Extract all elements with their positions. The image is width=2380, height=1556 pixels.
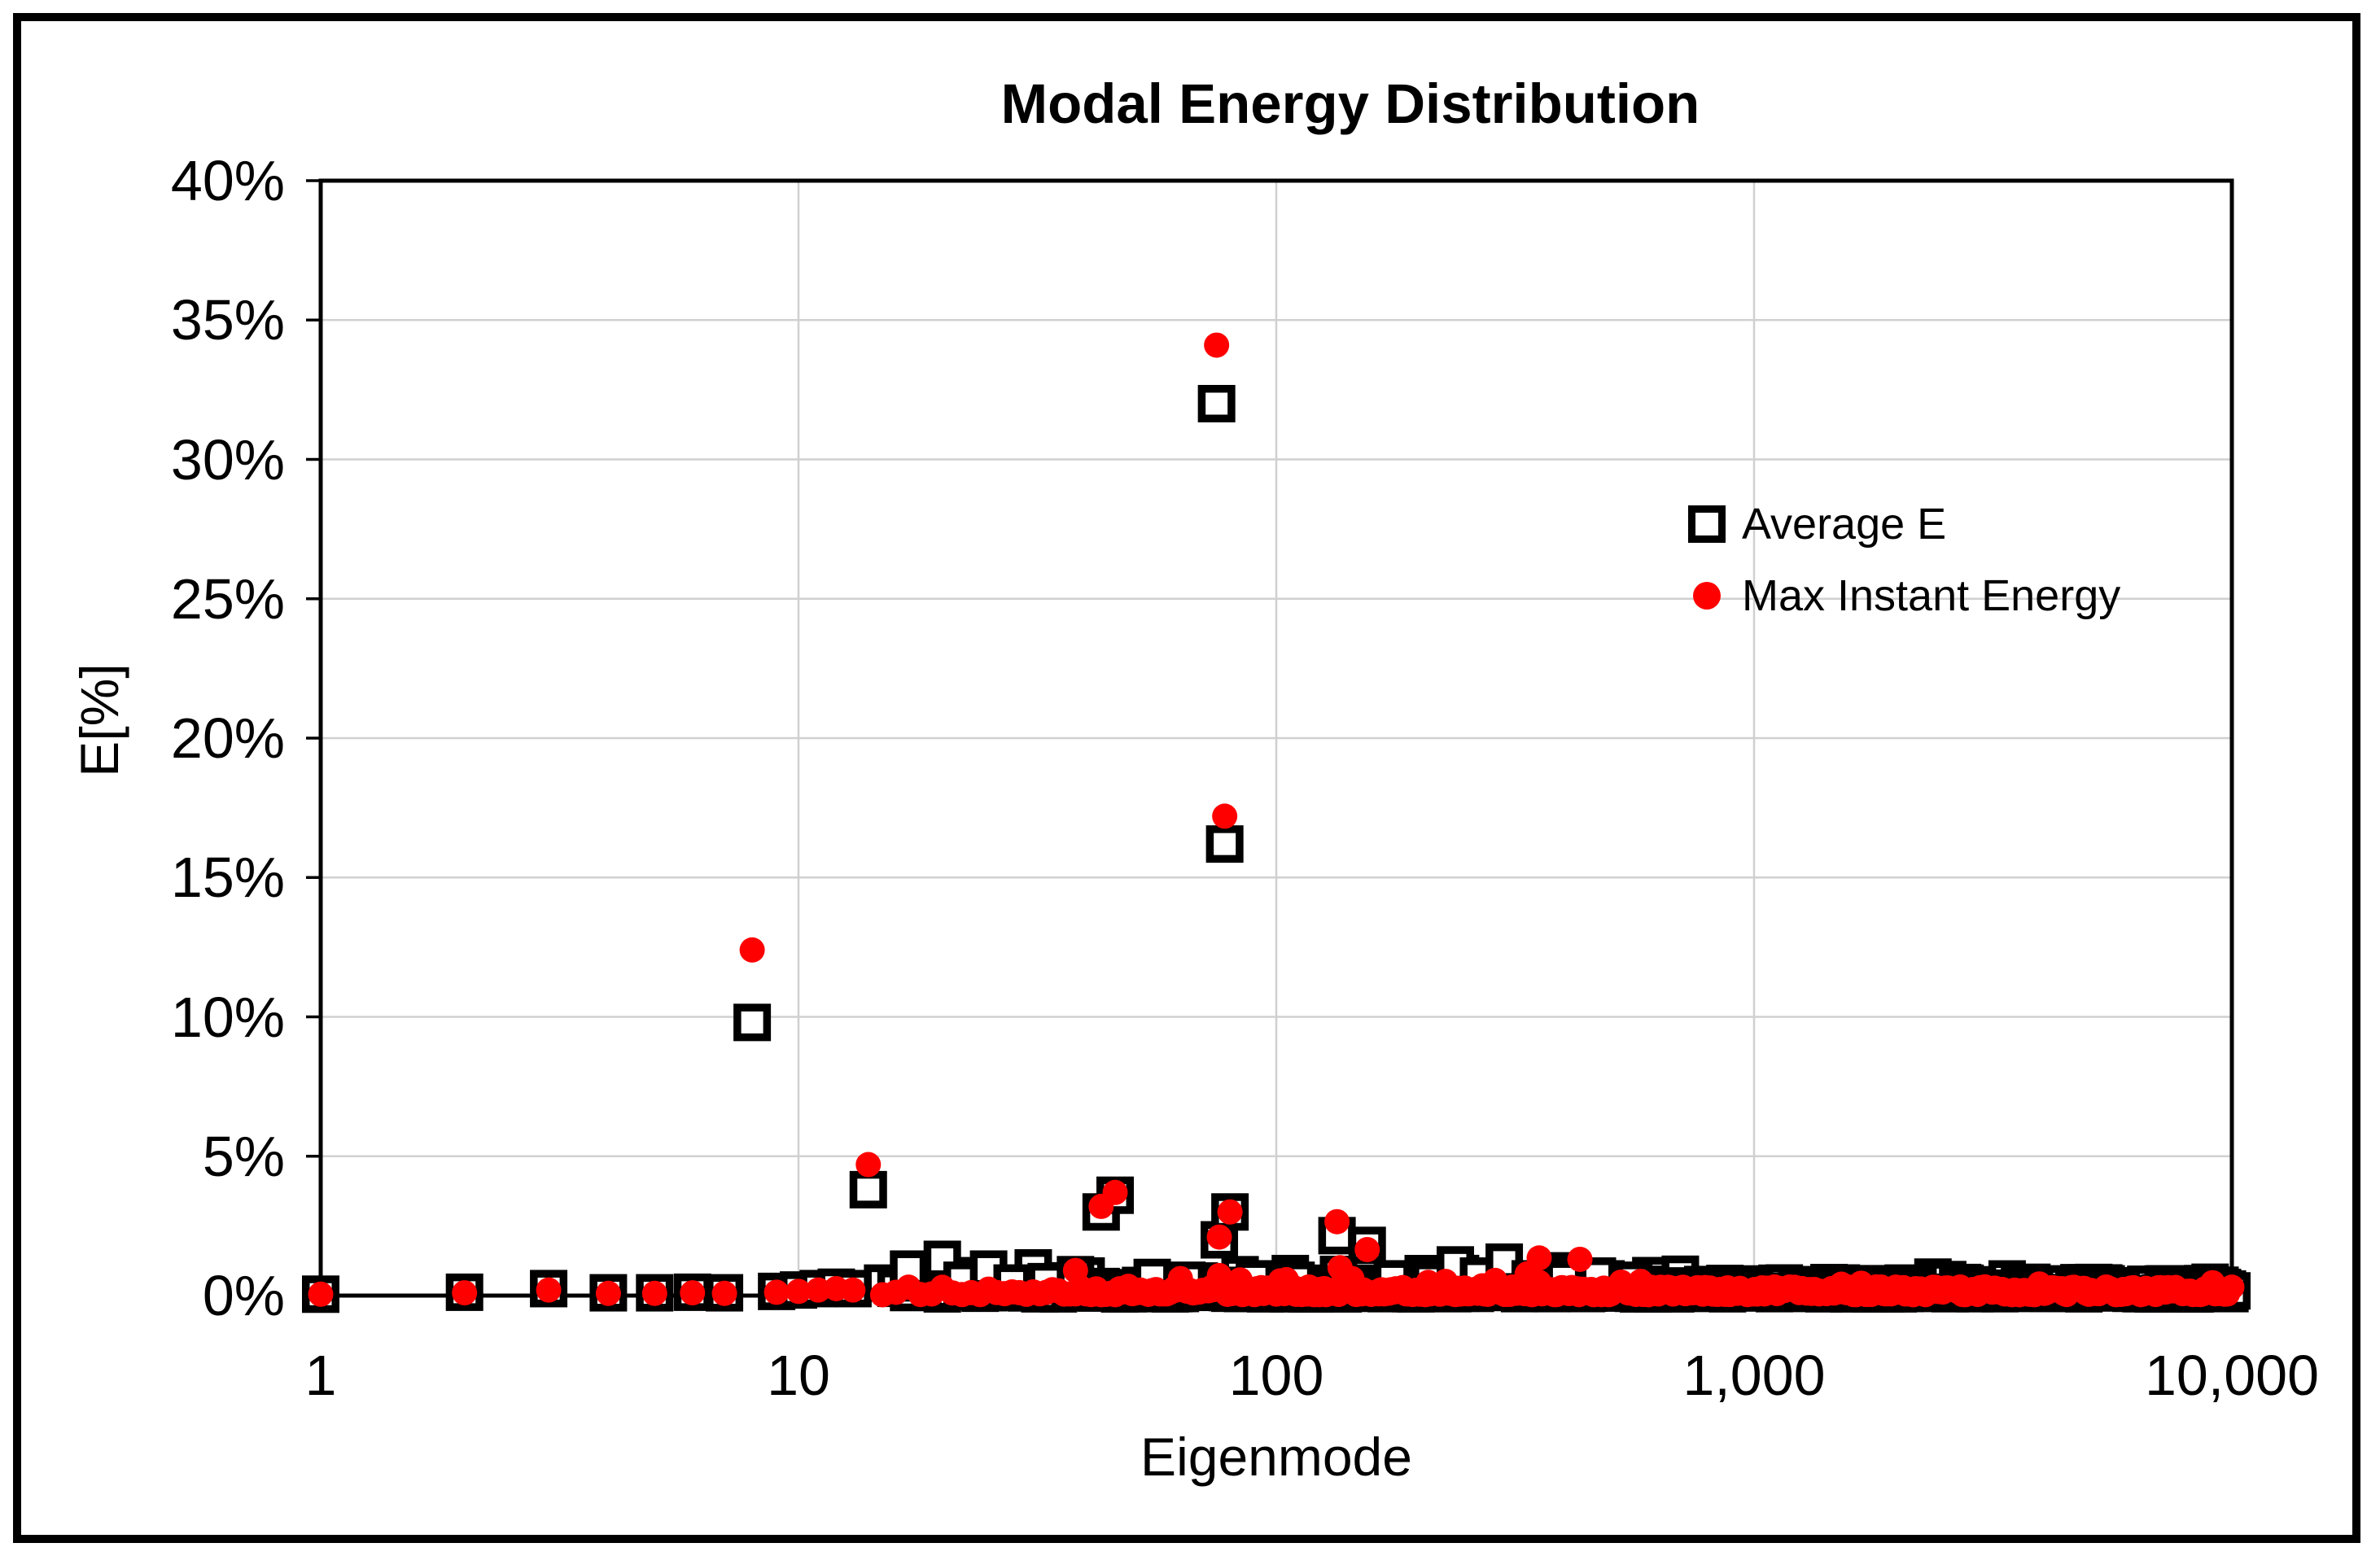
x-tick-label: 10 xyxy=(767,1344,830,1407)
x-tick-label: 1,000 xyxy=(1682,1344,1826,1407)
max-point-marker xyxy=(595,1280,621,1306)
max-point-marker xyxy=(1204,332,1230,358)
y-tick-label: 0% xyxy=(202,1264,285,1327)
max-point-marker xyxy=(1212,803,1238,829)
max-point-marker xyxy=(840,1277,866,1303)
y-tick-label: 10% xyxy=(170,985,285,1049)
max-point-marker xyxy=(855,1152,882,1178)
x-tick-label: 10,000 xyxy=(2144,1344,2320,1407)
y-tick-label: 20% xyxy=(170,706,285,770)
figure-border xyxy=(13,13,2360,1543)
legend-max-marker-box xyxy=(1678,582,1735,610)
max-point-marker xyxy=(1206,1224,1232,1250)
y-tick-label: 40% xyxy=(170,149,285,212)
y-tick-label: 35% xyxy=(170,288,285,352)
max-point-marker xyxy=(1526,1245,1552,1271)
max-point-marker xyxy=(763,1279,790,1305)
legend-item-max: Max Instant Energy xyxy=(1678,560,2120,632)
average-point-marker xyxy=(733,1003,772,1042)
max-point-marker xyxy=(805,1277,831,1303)
average-point-marker xyxy=(1205,825,1244,863)
max-point-marker xyxy=(1217,1199,1243,1225)
legend: Average E Max Instant Energy xyxy=(1678,488,2120,632)
max-point-marker xyxy=(308,1281,334,1307)
y-tick-label: 30% xyxy=(170,427,285,492)
max-point-marker xyxy=(536,1277,562,1303)
x-tick-label: 1 xyxy=(304,1344,337,1407)
legend-max-label: Max Instant Energy xyxy=(1742,571,2121,620)
max-point-marker xyxy=(1567,1246,1593,1272)
average-point-marker xyxy=(1197,385,1236,422)
max-point-marker xyxy=(739,937,765,963)
y-tick-label: 15% xyxy=(170,846,285,910)
band-max-marker xyxy=(2219,1274,2245,1300)
max-point-marker xyxy=(680,1280,706,1306)
max-point-marker xyxy=(711,1280,737,1306)
y-tick-label: 25% xyxy=(170,566,285,631)
open-square-icon xyxy=(1688,505,1726,543)
max-point-marker xyxy=(1327,1255,1353,1281)
x-axis-title: Eigenmode xyxy=(1140,1427,1412,1487)
max-point-marker xyxy=(1102,1179,1128,1205)
max-point-marker xyxy=(1062,1257,1088,1283)
max-point-marker xyxy=(1354,1236,1380,1262)
y-tick-label: 5% xyxy=(202,1124,285,1188)
chart-title: Modal Energy Distribution xyxy=(1000,72,1700,135)
filled-circle-icon xyxy=(1693,582,1721,610)
legend-item-average: Average E xyxy=(1678,488,2120,560)
legend-average-marker-box xyxy=(1678,505,1735,543)
max-point-marker xyxy=(452,1280,478,1306)
average-point-marker xyxy=(849,1170,887,1209)
max-point-marker xyxy=(785,1278,812,1305)
max-point-marker xyxy=(1324,1209,1350,1235)
legend-average-label: Average E xyxy=(1742,500,1947,549)
max-point-marker xyxy=(641,1280,667,1306)
x-tick-label: 100 xyxy=(1228,1344,1324,1407)
